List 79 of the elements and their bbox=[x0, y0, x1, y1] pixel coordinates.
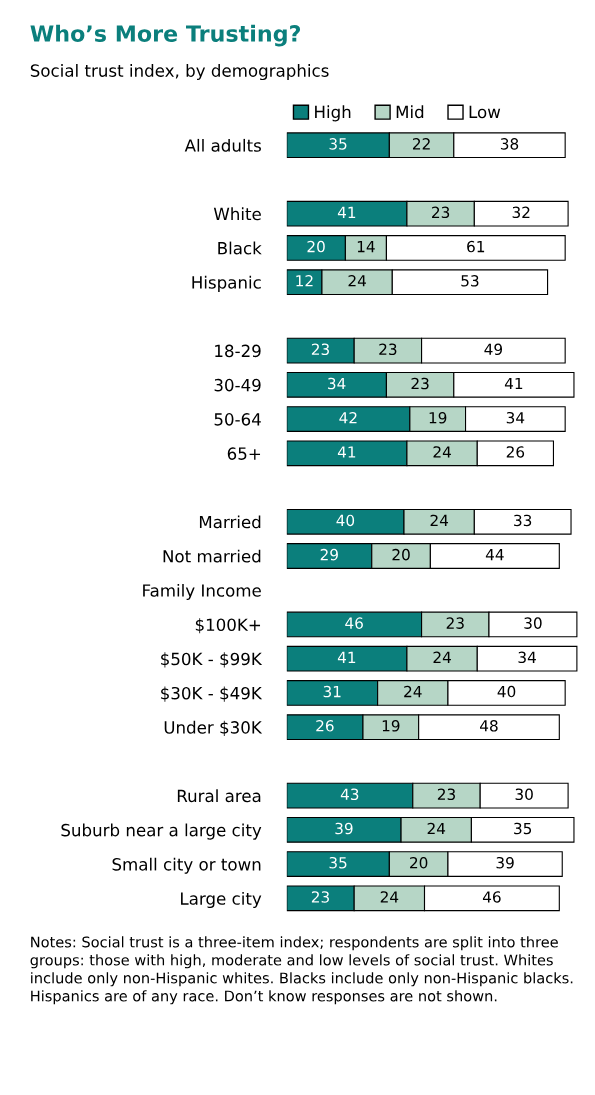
data-label: 40 bbox=[497, 685, 516, 698]
y-tick-label: $100K+ bbox=[195, 618, 261, 634]
data-label: 24 bbox=[380, 891, 399, 903]
data-label: 24 bbox=[348, 275, 366, 287]
data-label: 20 bbox=[392, 548, 410, 561]
y-tick-label: Family Income bbox=[143, 583, 261, 601]
data-label: 49 bbox=[484, 343, 503, 356]
data-label: 23 bbox=[437, 788, 455, 801]
y-tick-label: Rural area bbox=[177, 789, 261, 803]
data-label: 41 bbox=[337, 446, 356, 458]
data-label: 19 bbox=[429, 411, 447, 424]
data-label: 24 bbox=[427, 822, 446, 835]
text: Notes: Social trust is a three-item index; respondents are split into three groups: those with high, moderate and low levels of social trust. Whites include only non-Hispanic whites. Blacks include only non-Hispanic blacks. Hispanics are of any race. Don’t know responses are not shown. bbox=[30, 936, 573, 1005]
data-label: 26 bbox=[316, 720, 334, 732]
y-tick-label: All adults bbox=[184, 138, 261, 152]
data-label: 24 bbox=[433, 651, 451, 663]
data-label: 39 bbox=[335, 822, 353, 835]
data-label: 23 bbox=[411, 377, 429, 390]
chart-subtitle: Social trust index, by demographics bbox=[30, 63, 329, 81]
y-tick-label: 65+ bbox=[227, 447, 261, 460]
data-label: 38 bbox=[500, 138, 519, 150]
y-tick-label: 30-49 bbox=[214, 378, 261, 392]
y-tick-label: 50-64 bbox=[214, 413, 261, 426]
data-label: 20 bbox=[410, 856, 428, 869]
data-label: 32 bbox=[512, 206, 530, 219]
data-label: 30 bbox=[515, 788, 533, 801]
data-label: 34 bbox=[328, 377, 346, 390]
legend-label: Mid bbox=[396, 105, 424, 119]
data-label: 53 bbox=[461, 275, 479, 287]
data-label: 41 bbox=[337, 651, 356, 663]
data-label: 40 bbox=[336, 514, 355, 527]
data-label: 19 bbox=[382, 720, 400, 732]
data-label: 42 bbox=[339, 411, 357, 424]
data-label: 23 bbox=[379, 343, 397, 356]
data-label: 23 bbox=[311, 891, 329, 903]
data-label: 35 bbox=[329, 138, 347, 150]
data-label: 46 bbox=[345, 617, 363, 629]
y-tick-label: Married bbox=[199, 515, 261, 529]
data-label: 35 bbox=[514, 822, 532, 835]
y-tick-label: Black bbox=[218, 241, 262, 255]
data-label: 46 bbox=[482, 891, 501, 903]
y-tick-label: White bbox=[213, 207, 261, 221]
y-tick-label: 18-29 bbox=[215, 344, 261, 358]
data-label: 41 bbox=[337, 206, 356, 218]
data-label: 23 bbox=[446, 617, 464, 629]
data-label: 33 bbox=[514, 514, 532, 527]
data-label: 61 bbox=[467, 240, 485, 253]
data-label: 34 bbox=[518, 651, 536, 664]
data-label: 23 bbox=[311, 343, 329, 356]
data-label: 31 bbox=[323, 685, 341, 698]
y-tick-label: Small city or town bbox=[112, 857, 261, 874]
chart-title: Who’s More Trusting? bbox=[30, 24, 301, 47]
y-tick-label: $50K - $99K bbox=[161, 652, 263, 668]
data-label: 34 bbox=[506, 411, 525, 424]
data-label: 43 bbox=[340, 788, 359, 801]
data-label: 39 bbox=[496, 856, 514, 869]
y-tick-label: Large city bbox=[181, 891, 262, 909]
y-tick-label: Under $30K bbox=[164, 720, 263, 736]
data-label: 30 bbox=[524, 617, 542, 629]
data-label: 29 bbox=[320, 548, 338, 561]
y-tick-label: $30K - $49K bbox=[161, 686, 263, 702]
legend-label: High bbox=[315, 105, 351, 122]
data-label: 14 bbox=[357, 241, 375, 253]
data-label: 24 bbox=[404, 685, 422, 698]
data-label: 24 bbox=[433, 446, 451, 458]
y-tick-label: Suburb near a large city bbox=[61, 823, 262, 840]
data-label: 20 bbox=[307, 240, 325, 253]
data-label: 22 bbox=[412, 138, 430, 150]
data-label: 44 bbox=[485, 549, 504, 561]
data-label: 24 bbox=[430, 514, 449, 526]
data-label: 12 bbox=[296, 275, 313, 287]
data-label: 35 bbox=[329, 856, 347, 869]
data-label: 26 bbox=[506, 446, 525, 458]
y-tick-label: Not married bbox=[163, 549, 261, 563]
data-label: 23 bbox=[432, 206, 450, 219]
data-label: 41 bbox=[504, 377, 523, 390]
y-tick-label: Hispanic bbox=[192, 275, 261, 292]
legend-label: Low bbox=[469, 105, 501, 119]
data-label: 48 bbox=[480, 720, 498, 732]
